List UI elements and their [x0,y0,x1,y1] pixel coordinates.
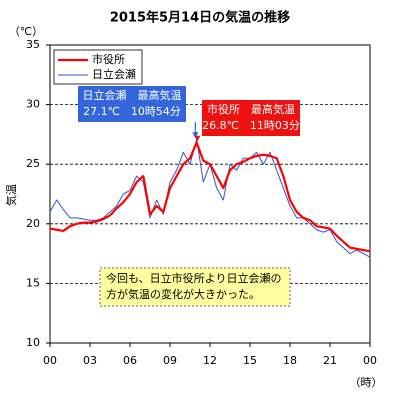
annotation-text: 市役所 最高気温 [207,102,295,116]
y-tick-label: 25 [26,157,40,170]
annotation-text: 26.8℃ 11時03分 [202,119,300,132]
x-tick-label: 15 [243,354,257,367]
x-tick-label: 18 [283,354,297,367]
x-tick-label: 00 [363,354,377,367]
y-tick-label: 15 [26,276,40,289]
x-tick-label: 06 [123,354,137,367]
note-box [99,267,291,307]
y-tick-label: 10 [26,336,40,349]
annotation-text: 27.1℃ 10時54分 [83,105,181,118]
x-tick-label: 12 [203,354,217,367]
x-tick-label: 03 [83,354,97,367]
x-tick-label: 00 [43,354,57,367]
y-tick-label: 35 [26,38,40,51]
legend-label: 市役所 [92,52,125,66]
note-text: 今回も、日立市役所より日立会瀬の [106,271,281,285]
annotation-text: 日立会瀬 最高気温 [83,88,182,102]
annotation-arrowhead [194,135,201,142]
series-line [49,138,371,258]
legend-label: 日立会瀬 [92,67,136,81]
series-line [49,141,371,253]
x-tick-label: 21 [323,354,337,367]
chart-title: 2015年5月14日の気温の推移 [110,10,290,26]
y-label: 気温 [4,184,18,206]
annotation-arrowhead [192,132,199,139]
legend-box [53,49,143,85]
x-unit: （時） [350,376,383,389]
y-tick-label: 20 [26,217,40,230]
y-tick-label: 30 [26,98,40,111]
x-tick-label: 09 [163,354,177,367]
note-text: 方が気温の変化が大きかった。 [106,287,260,301]
annotation-box [78,86,186,122]
y-unit: （℃） [9,25,43,38]
annotation-box [202,100,300,136]
